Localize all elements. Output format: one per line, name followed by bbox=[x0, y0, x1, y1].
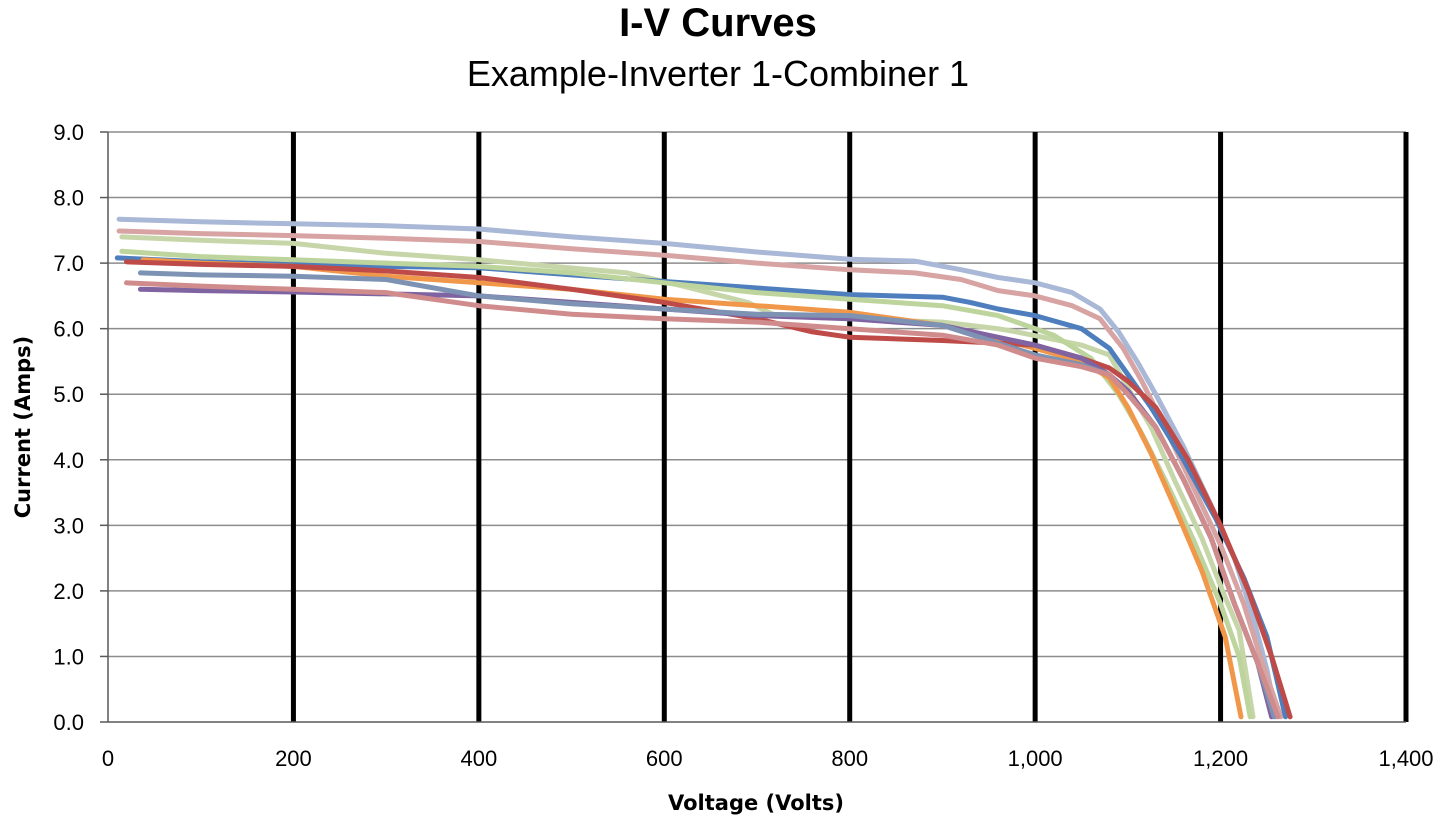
series-line-9 bbox=[137, 270, 1277, 720]
x-tick-label: 1,400 bbox=[1378, 746, 1433, 771]
series-group bbox=[114, 216, 1293, 720]
series-line-3 bbox=[119, 234, 1256, 720]
y-tick-label: 6.0 bbox=[53, 317, 84, 342]
y-tick-label: 3.0 bbox=[53, 513, 84, 538]
series-line-2 bbox=[116, 228, 1284, 720]
x-tick-label: 600 bbox=[646, 746, 683, 771]
chart-subtitle: Example-Inverter 1-Combiner 1 bbox=[467, 53, 969, 94]
chart-title: I-V Curves bbox=[619, 1, 817, 45]
x-tick-label: 1,000 bbox=[1008, 746, 1063, 771]
y-axis-label: Current (Amps) bbox=[11, 336, 35, 518]
x-axis-label: Voltage (Volts) bbox=[668, 791, 844, 815]
y-tick-label: 7.0 bbox=[53, 251, 84, 276]
y-tick-label: 1.0 bbox=[53, 644, 84, 669]
x-tick-label: 200 bbox=[275, 746, 312, 771]
y-tick-label: 4.0 bbox=[53, 448, 84, 473]
y-axis-tick-labels: 0.0 1.0 2.0 3.0 4.0 5.0 6.0 7.0 8.0 9.0 bbox=[53, 120, 108, 735]
y-tick-label: 2.0 bbox=[53, 579, 84, 604]
series-line-5 bbox=[119, 248, 1253, 720]
series-line-10 bbox=[124, 280, 1281, 720]
x-tick-label: 1,200 bbox=[1193, 746, 1248, 771]
x-tick-label: 400 bbox=[460, 746, 497, 771]
y-tick-label: 9.0 bbox=[53, 120, 84, 145]
y-tick-label: 8.0 bbox=[53, 186, 84, 211]
x-axis-tick-labels: 0 200 400 600 800 1,000 1,200 1,400 bbox=[102, 746, 1434, 771]
x-tick-label: 0 bbox=[102, 746, 114, 771]
x-tick-label: 800 bbox=[831, 746, 868, 771]
y-tick-label: 0.0 bbox=[53, 710, 84, 735]
y-tick-label: 5.0 bbox=[53, 382, 84, 407]
